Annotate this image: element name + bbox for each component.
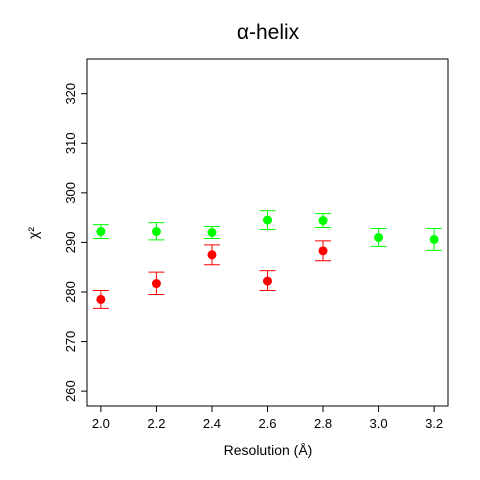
data-point: [203, 244, 220, 266]
data-point: [148, 222, 165, 241]
data-point: [259, 270, 276, 291]
y-tick-label: 290: [63, 232, 78, 254]
data-points: [92, 210, 443, 309]
x-axis-title: Resolution (Å): [224, 442, 313, 458]
data-point: [148, 271, 165, 295]
data-point: [315, 240, 332, 262]
chart-title: α-helix: [237, 21, 300, 44]
point-marker: [151, 227, 161, 237]
point-marker: [318, 246, 328, 256]
point-marker: [96, 294, 106, 304]
data-point: [315, 213, 332, 229]
y-tick-label: 300: [63, 182, 78, 204]
point-marker: [429, 234, 439, 244]
point-marker: [263, 276, 272, 286]
point-marker: [207, 250, 217, 260]
data-point: [203, 226, 220, 239]
y-tick-label: 320: [63, 83, 78, 105]
point-marker: [96, 227, 106, 237]
y-tick-label: 280: [63, 281, 78, 303]
x-tick-label: 2.8: [314, 416, 332, 431]
x-tick-label: 3.2: [425, 416, 443, 431]
y-axis-title: χ²: [25, 227, 41, 239]
data-point: [259, 210, 276, 231]
point-marker: [374, 232, 384, 242]
x-tick-label: 2.2: [147, 416, 165, 431]
y-axis: 260 270 280 290 300 310 320: [63, 83, 87, 402]
x-tick-label: 2.6: [258, 416, 276, 431]
y-tick-label: 260: [63, 380, 78, 402]
x-tick-label: 2.0: [92, 416, 110, 431]
point-marker: [318, 216, 328, 226]
data-point: [92, 289, 109, 309]
x-tick-label: 3.0: [370, 416, 388, 431]
data-point: [426, 228, 443, 251]
point-marker: [151, 279, 161, 289]
y-tick-label: 310: [63, 132, 78, 154]
y-tick-label: 270: [63, 331, 78, 353]
point-marker: [207, 228, 217, 237]
data-point: [92, 224, 109, 239]
data-point: [370, 228, 387, 247]
x-tick-label: 2.4: [203, 416, 221, 431]
x-axis: 2.0 2.2 2.4 2.6 2.8 3.0 3.2: [92, 406, 443, 431]
point-marker: [263, 215, 272, 225]
plot-frame: [86, 58, 449, 407]
